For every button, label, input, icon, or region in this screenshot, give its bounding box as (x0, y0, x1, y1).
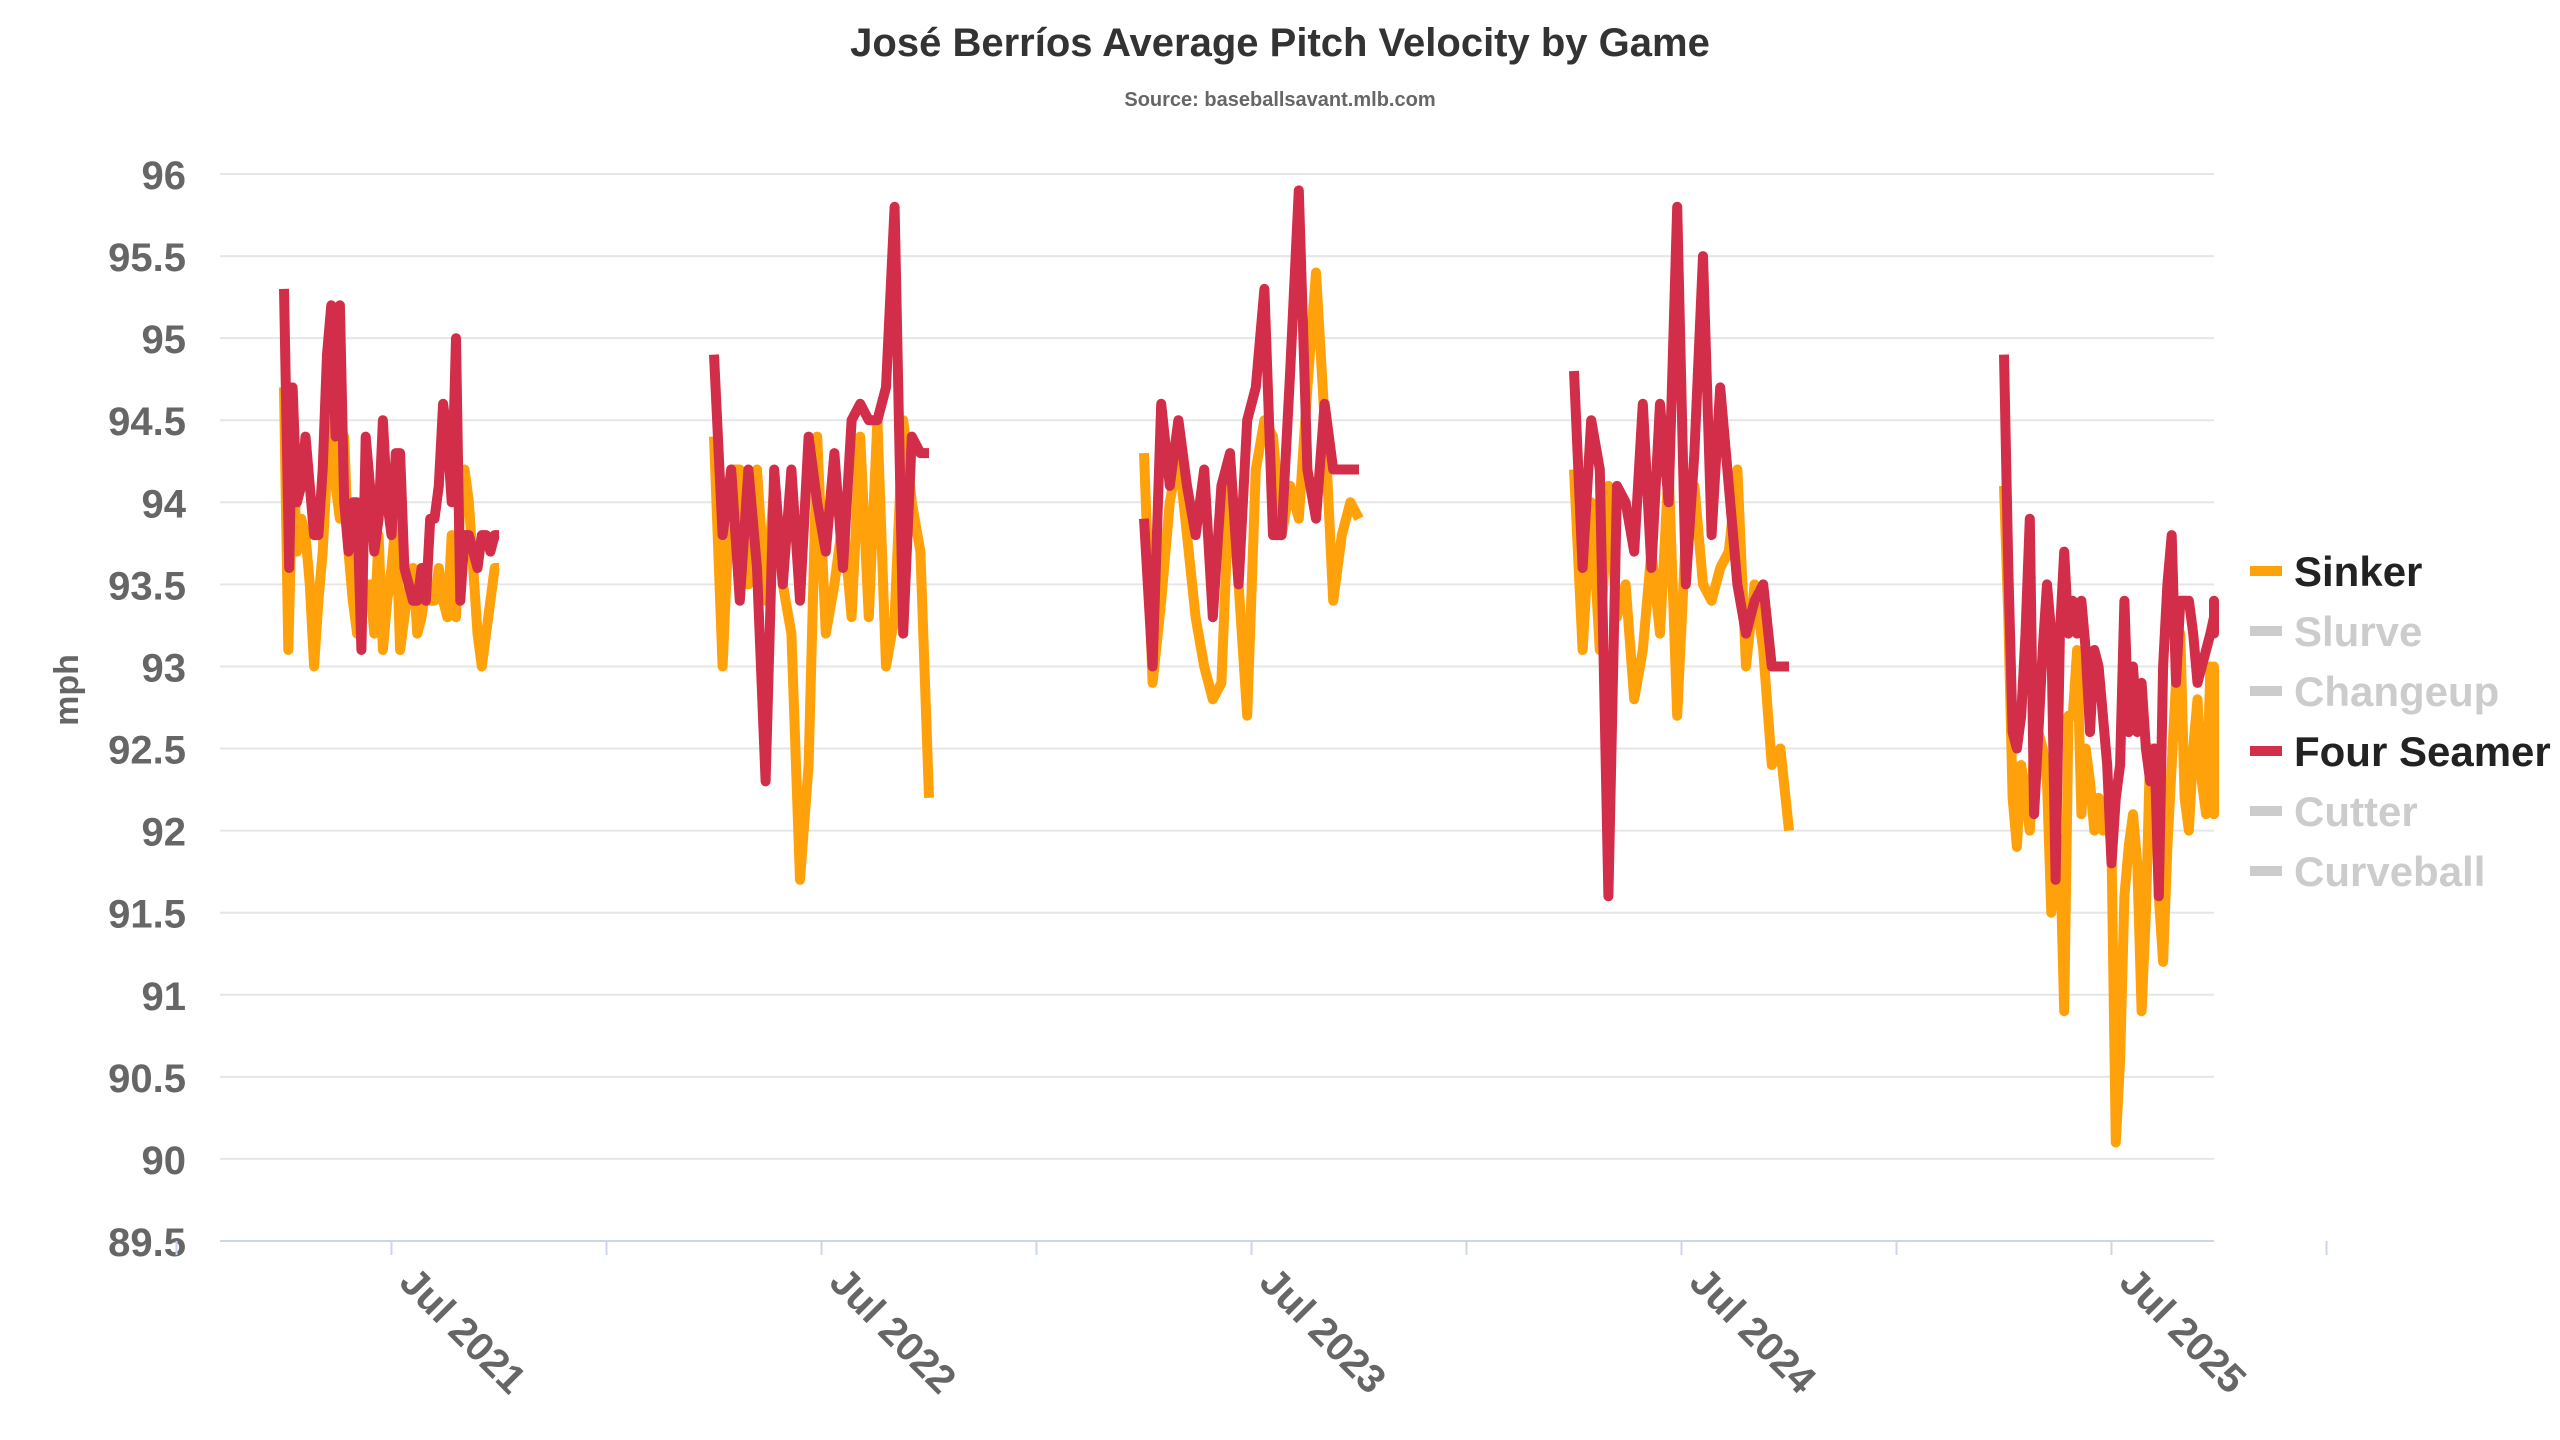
legend-label: Sinker (2294, 548, 2422, 595)
legend: Sinker Slurve Changeup Four Seamer Cutter Cur… (2250, 548, 2551, 895)
y-tick-label: 93 (142, 646, 187, 690)
series-line-segment[interactable] (1999, 485, 2219, 1148)
y-axis-label: mph (48, 654, 86, 726)
series-line-segment[interactable] (1569, 201, 1789, 902)
legend-item-changeup[interactable]: Changeup (2250, 668, 2499, 715)
y-tick-label: 95.5 (108, 236, 186, 280)
y-tick-label: 90 (142, 1139, 187, 1183)
x-tick-label: Jul 2021 (391, 1259, 534, 1402)
y-tick-label: 91.5 (108, 893, 186, 937)
y-tick-label: 93.5 (108, 564, 186, 608)
legend-item-cutter[interactable]: Cutter (2250, 788, 2418, 835)
y-tick-label: 92.5 (108, 729, 186, 773)
legend-label: Changeup (2294, 668, 2499, 715)
legend-item-curveball[interactable]: Curveball (2250, 848, 2485, 895)
y-tick-label: 91 (142, 975, 187, 1019)
chart-subtitle: Source: baseballsavant.mlb.com (1124, 89, 1435, 111)
y-axis-ticks: 96 95.5 95 94.5 94 93.5 93 92.5 92 91.5 91 90.5 90 89… (108, 154, 187, 1265)
legend-label: Cutter (2294, 788, 2418, 835)
y-tick-label: 89.5 (108, 1221, 186, 1265)
series-four-seamer (279, 185, 2219, 902)
series-layer (279, 185, 2219, 1148)
legend-item-sinker[interactable]: Sinker (2250, 548, 2422, 595)
legend-label: Curveball (2294, 848, 2485, 895)
x-tick-label: Jul 2024 (1681, 1259, 1824, 1402)
y-tick-label: 96 (142, 154, 187, 198)
y-tick-label: 94.5 (108, 400, 186, 444)
y-tick-label: 92 (142, 811, 187, 855)
series-line-segment[interactable] (1139, 185, 1359, 672)
y-tick-label: 95 (142, 318, 187, 362)
chart-title: José Berríos Average Pitch Velocity by G… (850, 21, 1710, 65)
legend-item-four-seamer[interactable]: Four Seamer (2250, 728, 2551, 775)
legend-label: Slurve (2294, 608, 2422, 655)
series-line-segment[interactable] (279, 288, 500, 655)
y-tick-label: 90.5 (108, 1057, 186, 1101)
legend-label: Four Seamer (2294, 728, 2551, 775)
grid-lines (220, 173, 2214, 1160)
legend-item-slurve[interactable]: Slurve (2250, 608, 2422, 655)
x-axis-ticks: Jul 2021 Jul 2022 Jul 2023 Jul 2024 Jul 2025 (175, 1241, 2328, 1403)
x-tick-label: Jul 2023 (1251, 1259, 1394, 1402)
x-tick-label: Jul 2022 (821, 1259, 964, 1402)
y-tick-label: 94 (142, 482, 187, 526)
series-line-segment[interactable] (1999, 354, 2219, 902)
series-line-segment[interactable] (709, 201, 929, 787)
x-tick-label: Jul 2025 (2111, 1259, 2254, 1402)
